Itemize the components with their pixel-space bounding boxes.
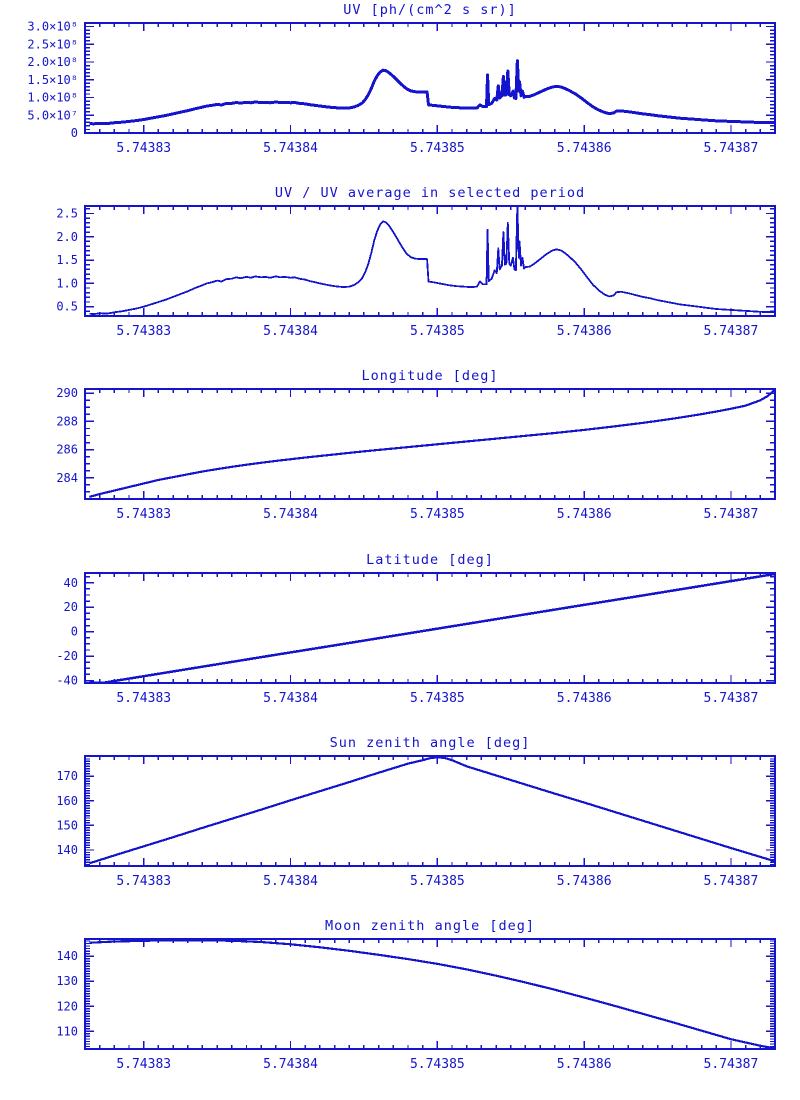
axis-frame — [84, 572, 776, 684]
y-tick-label: 290 — [56, 386, 78, 400]
x-tick-label: 5.74386 — [557, 1057, 612, 1072]
y-axis — [85, 940, 775, 1050]
x-tick-label: 5.74387 — [704, 324, 759, 339]
y-tick-label: 140 — [56, 949, 78, 963]
plot-title: Moon zenith angle [deg] — [325, 918, 535, 934]
x-tick-label: 5.74385 — [410, 691, 465, 706]
y-tick-label: 170 — [56, 769, 78, 783]
x-axis — [84, 389, 776, 499]
y-tick-label: 2.5×10⁸ — [27, 37, 78, 51]
axis-frame — [84, 938, 776, 1050]
data-line-latitude — [89, 572, 775, 684]
axis-frame — [84, 22, 776, 134]
y-axis — [85, 22, 775, 134]
y-axis — [85, 575, 775, 682]
y-tick-label: 1.0×10⁸ — [27, 91, 78, 105]
y-axis — [85, 208, 775, 317]
x-tick-label: 5.74387 — [704, 507, 759, 522]
y-tick-label: 3.0×10⁸ — [27, 20, 78, 34]
y-tick-label: 288 — [56, 414, 78, 428]
data-line-longitude — [89, 388, 775, 498]
plot-uv-ratio: UV / UV average in selected period 5.7438… — [56, 185, 776, 339]
y-tick-label: 0 — [71, 625, 78, 639]
x-tick-label: 5.74387 — [704, 691, 759, 706]
x-tick-label: 5.74384 — [263, 507, 318, 522]
plot-sun-zenith-angle: Sun zenith angle [deg] 5.74383 5.74384 5.74… — [56, 735, 776, 889]
plot-title: Sun zenith angle [deg] — [330, 735, 531, 751]
x-tick-label: 5.74384 — [263, 691, 318, 706]
plot-latitude: Latitude [deg] 5.74383 5.74384 5.74385 5.743… — [56, 552, 776, 706]
plot-longitude: Longitude [deg] 5.74383 5.74384 5.74385 5.74… — [56, 368, 776, 522]
y-tick-label: 120 — [56, 999, 78, 1013]
x-tick-label: 5.74386 — [557, 507, 612, 522]
y-tick-label: 160 — [56, 794, 78, 808]
x-tick-label: 5.74383 — [116, 324, 171, 339]
y-tick-label: 1.5×10⁸ — [27, 73, 78, 87]
y-tick-label: 150 — [56, 818, 78, 832]
x-tick-label: 5.74384 — [263, 874, 318, 889]
data-line-uv-flux — [89, 59, 775, 126]
x-tick-label: 5.74387 — [704, 141, 759, 156]
x-tick-label: 5.74383 — [116, 141, 171, 156]
x-tick-label: 5.74383 — [116, 1057, 171, 1072]
x-tick-label: 5.74385 — [410, 507, 465, 522]
x-tick-label: 5.74386 — [557, 691, 612, 706]
plot-moon-zenith-angle: Moon zenith angle [deg] 5.74383 5.74384 5.7… — [56, 918, 776, 1072]
x-tick-label: 5.74386 — [557, 141, 612, 156]
y-tick-label: 2.0×10⁸ — [27, 55, 78, 69]
x-tick-label: 5.74387 — [704, 1057, 759, 1072]
plot-title: UV [ph/(cm^2 s sr)] — [343, 2, 516, 18]
axis-frame — [84, 388, 776, 500]
x-tick-label: 5.74386 — [557, 874, 612, 889]
x-axis — [84, 756, 776, 866]
x-tick-label: 5.74384 — [263, 1057, 318, 1072]
y-tick-label: 2.5 — [56, 206, 78, 220]
y-tick-label: 40 — [64, 576, 78, 590]
y-tick-label: 110 — [56, 1024, 78, 1038]
x-tick-label: 5.74384 — [263, 141, 318, 156]
x-tick-label: 5.74383 — [116, 507, 171, 522]
x-tick-label: 5.74385 — [410, 874, 465, 889]
y-tick-label: 130 — [56, 974, 78, 988]
y-tick-label: 1.5 — [56, 253, 78, 267]
x-tick-label: 5.74385 — [410, 324, 465, 339]
x-axis — [84, 206, 776, 316]
y-tick-label: 286 — [56, 443, 78, 457]
data-line-moon-zenith-angle — [89, 939, 775, 1050]
plot-title: Latitude [deg] — [366, 552, 494, 568]
y-tick-label: 20 — [64, 600, 78, 614]
y-axis — [85, 392, 775, 500]
x-tick-label: 5.74383 — [116, 691, 171, 706]
x-tick-label: 5.74386 — [557, 324, 612, 339]
x-tick-label: 5.74383 — [116, 874, 171, 889]
y-axis — [85, 755, 775, 866]
data-line-sun-zenith-angle — [89, 756, 775, 865]
x-axis — [84, 939, 776, 1049]
plot-title: Longitude [deg] — [362, 368, 499, 384]
data-line-uv-ratio — [89, 205, 775, 316]
x-tick-label: 5.74385 — [410, 141, 465, 156]
y-tick-label: 140 — [56, 843, 78, 857]
y-tick-label: 5.0×10⁷ — [27, 108, 78, 122]
plot-title: UV / UV average in selected period — [275, 185, 585, 201]
x-tick-label: 5.74384 — [263, 324, 318, 339]
x-tick-label: 5.74385 — [410, 1057, 465, 1072]
plot-uv-flux: UV [ph/(cm^2 s sr)] 5.74383 5.74384 5.74385… — [27, 2, 776, 156]
axis-frame — [84, 755, 776, 867]
y-tick-label: 1.0 — [56, 276, 78, 290]
x-axis — [84, 573, 776, 683]
y-tick-label: 284 — [56, 471, 78, 485]
y-tick-label: 0.5 — [56, 300, 78, 314]
y-tick-label: 0 — [71, 126, 78, 140]
axis-frame — [84, 205, 776, 317]
y-tick-label: -20 — [56, 649, 78, 663]
x-tick-label: 5.74387 — [704, 874, 759, 889]
y-tick-label: 2.0 — [56, 230, 78, 244]
y-tick-label: -40 — [56, 674, 78, 688]
